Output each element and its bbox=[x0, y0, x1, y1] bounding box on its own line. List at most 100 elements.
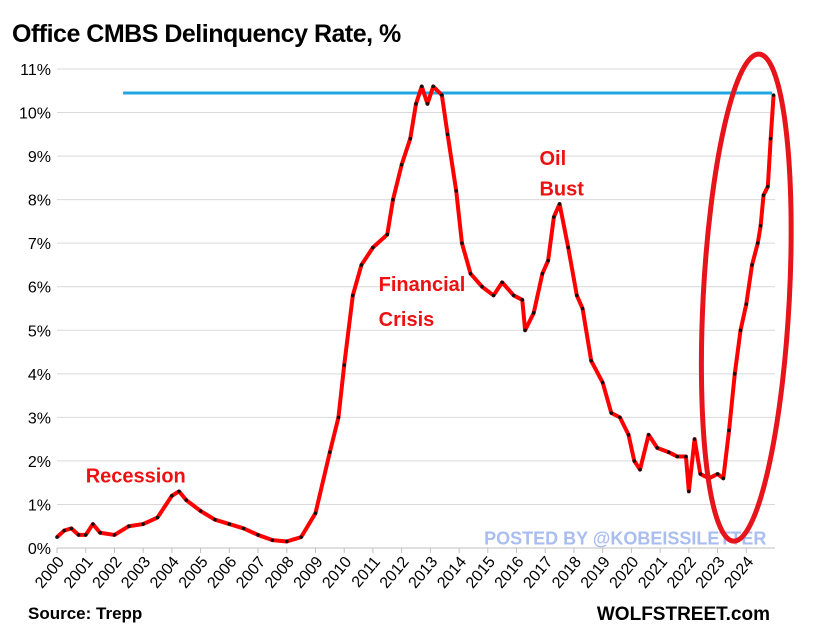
data-point bbox=[284, 539, 289, 544]
source-label: Source: Trepp bbox=[28, 604, 143, 623]
y-tick-label: 11% bbox=[20, 62, 51, 79]
data-point bbox=[385, 232, 390, 237]
x-tick-label: 2005 bbox=[176, 554, 212, 592]
data-point bbox=[399, 163, 404, 167]
highlight-ellipse bbox=[698, 51, 794, 544]
data-point bbox=[755, 241, 760, 245]
data-point bbox=[359, 263, 364, 267]
data-point bbox=[419, 84, 424, 89]
data-point bbox=[750, 263, 754, 267]
data-point bbox=[546, 258, 550, 263]
data-point bbox=[184, 498, 189, 502]
data-point bbox=[62, 528, 66, 533]
annotation-label: Financial bbox=[379, 274, 466, 296]
y-tick-label: 1% bbox=[28, 497, 51, 514]
data-point bbox=[480, 284, 484, 289]
data-point bbox=[55, 535, 59, 539]
x-tick-label: 2016 bbox=[492, 554, 528, 592]
data-point bbox=[768, 136, 773, 141]
data-point bbox=[758, 223, 763, 228]
data-point bbox=[732, 372, 737, 376]
data-point bbox=[83, 533, 88, 537]
x-tick-label: 2010 bbox=[319, 554, 355, 592]
data-point bbox=[744, 302, 749, 306]
data-point bbox=[692, 437, 697, 441]
data-point bbox=[523, 328, 527, 333]
data-point bbox=[727, 428, 731, 433]
annotation-label: Bust bbox=[539, 178, 584, 200]
data-point bbox=[270, 538, 275, 542]
x-tick-label: 2003 bbox=[118, 554, 154, 592]
data-point bbox=[440, 93, 444, 97]
data-point bbox=[589, 358, 593, 363]
data-point bbox=[328, 450, 332, 455]
x-tick-label: 2024 bbox=[721, 554, 757, 592]
data-point bbox=[771, 93, 776, 97]
x-tick-label: 2018 bbox=[549, 554, 585, 592]
data-point bbox=[213, 517, 217, 522]
data-point bbox=[618, 415, 622, 420]
x-tick-label: 2023 bbox=[693, 554, 729, 592]
data-point bbox=[414, 102, 418, 106]
data-point bbox=[299, 535, 303, 539]
data-point bbox=[698, 472, 703, 476]
data-point bbox=[112, 533, 117, 537]
data-point bbox=[177, 489, 181, 494]
y-tick-label: 6% bbox=[28, 280, 51, 297]
x-tick-label: 2020 bbox=[607, 554, 643, 592]
data-point bbox=[638, 467, 642, 472]
data-point bbox=[626, 432, 631, 437]
x-tick-label: 2012 bbox=[377, 554, 413, 592]
data-point bbox=[687, 489, 691, 494]
y-tick-label: 5% bbox=[28, 323, 51, 340]
x-tick-label: 2015 bbox=[463, 554, 499, 592]
data-point bbox=[600, 380, 605, 385]
y-tick-label: 8% bbox=[28, 193, 51, 210]
data-point bbox=[342, 363, 347, 367]
data-point bbox=[511, 293, 516, 298]
data-point bbox=[580, 306, 585, 311]
data-point bbox=[468, 271, 473, 276]
data-point bbox=[241, 526, 246, 531]
annotation-label: Crisis bbox=[379, 309, 435, 331]
data-point bbox=[141, 522, 145, 526]
x-tick-label: 2011 bbox=[349, 554, 384, 591]
data-point bbox=[408, 136, 413, 141]
data-point bbox=[91, 522, 95, 526]
data-point bbox=[684, 454, 688, 459]
data-point bbox=[761, 193, 766, 198]
y-tick-label: 9% bbox=[28, 149, 51, 166]
data-point bbox=[431, 84, 436, 89]
x-tick-label: 2022 bbox=[664, 554, 700, 592]
x-tick-label: 2002 bbox=[90, 554, 126, 592]
y-tick-label: 2% bbox=[28, 454, 51, 471]
x-tick-label: 2006 bbox=[204, 554, 240, 592]
data-point bbox=[540, 271, 545, 276]
x-tick-label: 2008 bbox=[262, 554, 298, 592]
y-tick-label: 4% bbox=[28, 367, 51, 384]
data-point bbox=[336, 415, 341, 420]
data-point bbox=[256, 533, 260, 537]
y-tick-label: 10% bbox=[19, 106, 51, 123]
data-point bbox=[766, 184, 770, 189]
data-point bbox=[655, 446, 660, 450]
data-point bbox=[738, 328, 743, 333]
x-tick-label: 2021 bbox=[635, 554, 671, 592]
data-point bbox=[155, 515, 160, 520]
data-point bbox=[575, 293, 579, 298]
data-point bbox=[76, 533, 81, 537]
x-tick-label: 2007 bbox=[233, 554, 269, 592]
data-point bbox=[460, 241, 464, 245]
data-point bbox=[371, 245, 375, 250]
data-point bbox=[632, 459, 637, 463]
x-tick-label: 2009 bbox=[291, 554, 327, 592]
x-tick-label: 2004 bbox=[147, 554, 183, 592]
annotation-label: Recession bbox=[86, 466, 186, 488]
data-point bbox=[675, 454, 680, 459]
x-tick-label: 2017 bbox=[520, 554, 556, 592]
chart-title: Office CMBS Delinquency Rate, % bbox=[12, 20, 401, 48]
data-point bbox=[491, 293, 496, 298]
y-tick-label: 3% bbox=[28, 410, 51, 427]
data-point bbox=[454, 189, 459, 193]
